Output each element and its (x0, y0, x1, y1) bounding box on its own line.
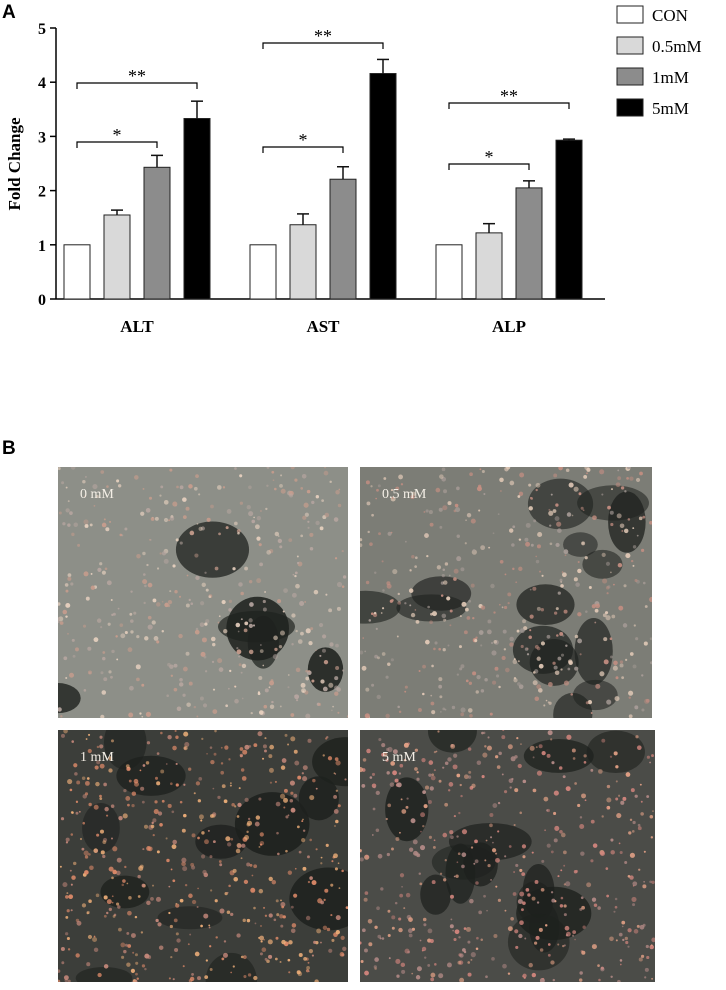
legend-swatch-1mm (616, 67, 644, 86)
bar-alp-0-5mm (475, 232, 503, 300)
x-tick-label-alt: ALT (120, 317, 154, 336)
y-tick-label-1: 1 (38, 238, 46, 255)
bar-ast-5mm (369, 73, 397, 300)
bar-ast-1mm (329, 178, 357, 300)
y-axis-label: Fold Change (5, 117, 24, 210)
micrograph-1mm: 1 mM (58, 730, 348, 982)
micrograph-0mm-texture (58, 467, 348, 718)
significance-label-alt-double: ** (128, 66, 146, 86)
micrograph-0mm-label: 0 mM (80, 487, 114, 502)
micrograph-5mm: 5 mM (360, 730, 655, 982)
significance-label-alp-single: * (485, 147, 494, 167)
micrograph-1mm-label: 1 mM (80, 750, 114, 765)
micrograph-0-5mm: 0.5 mM (360, 467, 652, 718)
bar-ast-0-5mm (289, 224, 317, 300)
panel-b-letter: B (2, 438, 16, 459)
significance-bracket-alt-single (76, 141, 158, 148)
significance-label-alt-single: * (113, 125, 122, 145)
micrograph-0-5mm-texture (360, 467, 652, 718)
legend-label-con: CON (652, 6, 688, 25)
bar-alt-1mm (143, 166, 171, 300)
legend-swatch-0-5mm (616, 36, 644, 55)
significance-label-ast-double: ** (314, 26, 332, 46)
bar-alt-con (63, 244, 91, 300)
x-tick-label-ast: AST (306, 317, 340, 336)
significance-label-ast-single: * (299, 130, 308, 150)
bar-alp-con (435, 244, 463, 300)
bar-alp-5mm (555, 139, 583, 300)
significance-bracket-alt-double (76, 82, 198, 89)
legend-label-5mm: 5mM (652, 99, 689, 118)
legend-swatch-con (616, 5, 644, 24)
legend-label-0-5mm: 0.5mM (652, 37, 702, 56)
micrograph-0-5mm-label: 0.5 mM (382, 487, 427, 502)
y-tick-label-5: 5 (38, 21, 46, 38)
significance-bracket-ast-single (262, 146, 344, 153)
micrograph-1mm-texture (58, 730, 348, 982)
y-tick-label-0: 0 (38, 292, 46, 309)
y-tick-label-2: 2 (38, 184, 46, 201)
significance-label-alp-double: ** (500, 86, 518, 106)
bar-alp-1mm (515, 187, 543, 300)
legend-label-1mm: 1mM (652, 68, 689, 87)
panel-a-letter: A (2, 2, 16, 23)
micrograph-0mm: 0 mM (58, 467, 348, 718)
significance-bracket-alp-single (448, 163, 530, 170)
micrograph-5mm-label: 5 mM (382, 750, 416, 765)
bar-alt-0-5mm (103, 214, 131, 300)
x-tick-label-alp: ALP (492, 317, 526, 336)
significance-bracket-ast-double (262, 42, 384, 49)
legend-swatch-5mm (616, 98, 644, 117)
bar-alt-5mm (183, 118, 211, 300)
micrograph-5mm-texture (360, 730, 655, 982)
y-tick-label-3: 3 (38, 129, 46, 146)
significance-bracket-alp-double (448, 102, 570, 109)
y-tick-label-4: 4 (38, 75, 46, 92)
bar-ast-con (249, 244, 277, 300)
